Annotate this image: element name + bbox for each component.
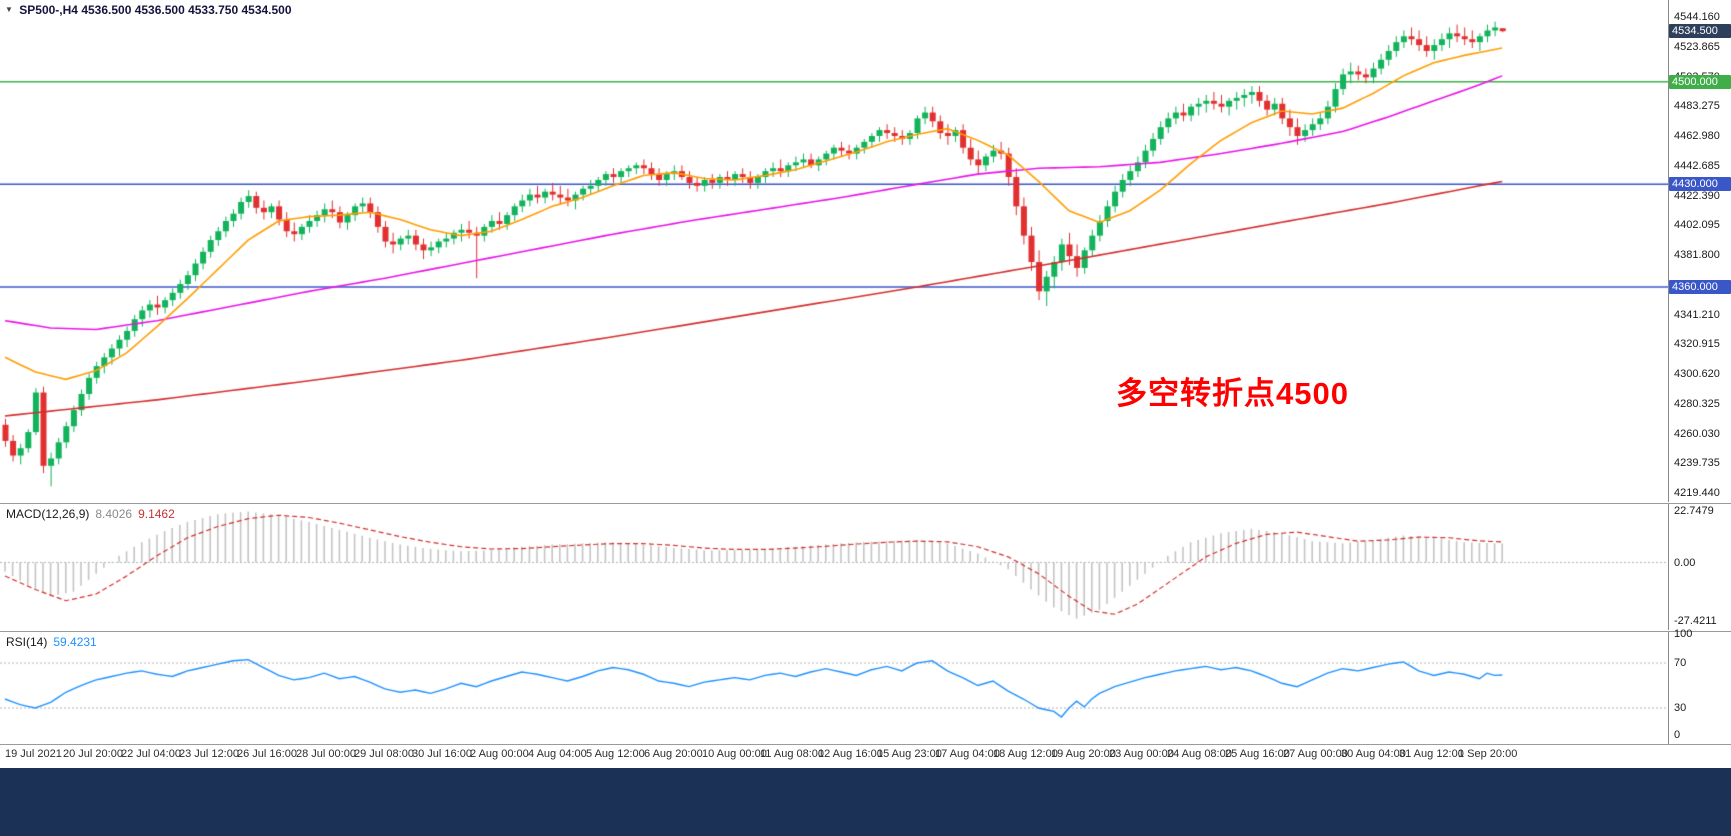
time-axis-separator — [0, 744, 1731, 745]
current-price-label: 4534.500 — [1669, 24, 1731, 38]
time-axis-label: 22 Jul 04:00 — [121, 748, 181, 760]
time-axis-label: 1 Sep 20:00 — [1458, 748, 1518, 760]
price-axis-label: 4239.735 — [1674, 457, 1720, 469]
price-axis-label: 4402.095 — [1674, 219, 1720, 231]
price-axis-label: 4260.030 — [1674, 428, 1720, 440]
price-axis-label: 4483.275 — [1674, 100, 1720, 112]
time-axis-label: 29 Jul 08:00 — [354, 748, 414, 760]
time-axis-label: 25 Aug 16:00 — [1225, 748, 1290, 760]
rsi-panel: RSI(14) 59.4231 100 70 30 0 — [0, 628, 1731, 744]
time-axis-label: 26 Jul 16:00 — [237, 748, 297, 760]
price-panel: ▼ SP500-,H4 4536.500 4536.500 4533.750 4… — [0, 0, 1731, 502]
price-axis-label: 4462.980 — [1674, 130, 1720, 142]
macd-axis-label: -27.4211 — [1674, 615, 1717, 627]
rsi-axis-label: 0 — [1674, 729, 1681, 741]
price-axis-label: 4280.325 — [1674, 398, 1720, 410]
price-axis-label: 4300.620 — [1674, 368, 1720, 380]
rsi-axis-label: 30 — [1674, 702, 1687, 714]
time-axis-label: 23 Aug 00:00 — [1109, 748, 1174, 760]
macd-label: MACD(12,26,9) 8.4026 9.1462 — [6, 507, 175, 521]
ohlc-values: 4536.500 4536.500 4533.750 4534.500 — [81, 3, 292, 17]
panel-separator[interactable] — [0, 631, 1731, 632]
time-axis-label: 19 Jul 2021 — [5, 748, 62, 760]
time-axis-label: 31 Aug 12:00 — [1399, 748, 1464, 760]
time-axis-label: 4 Aug 04:00 — [528, 748, 587, 760]
price-axis-label: 4219.440 — [1674, 487, 1720, 499]
time-axis-label: 19 Aug 20:00 — [1051, 748, 1116, 760]
time-axis-label: 5 Aug 12:00 — [586, 748, 645, 760]
macd-scale[interactable]: 22.7479 0.00 -27.4211 — [1668, 504, 1731, 630]
macd-axis-label: 0.00 — [1674, 557, 1696, 569]
macd-axis-label: 22.7479 — [1674, 505, 1714, 517]
time-axis-label: 15 Aug 23:00 — [877, 748, 942, 760]
time-axis-label: 18 Aug 12:00 — [993, 748, 1058, 760]
hline-price-label: 4500.000 — [1669, 75, 1731, 89]
macd-main-value: 8.4026 — [95, 507, 133, 521]
annotation-text: 多空转折点4500 — [1116, 376, 1349, 411]
price-axis-label: 4381.800 — [1674, 249, 1720, 261]
macd-chart-canvas[interactable] — [0, 504, 1668, 630]
time-axis-label: 12 Aug 16:00 — [818, 748, 883, 760]
rsi-scale[interactable]: 100 70 30 0 — [1668, 628, 1731, 744]
hline-price-label: 4430.000 — [1669, 177, 1731, 191]
time-axis-label: 23 Jul 12:00 — [179, 748, 239, 760]
time-axis-label: 20 Jul 20:00 — [63, 748, 123, 760]
rsi-indicator-name: RSI(14) — [6, 635, 48, 649]
chart-title: ▼ SP500-,H4 4536.500 4536.500 4533.750 4… — [5, 3, 292, 17]
price-axis-label: 4523.865 — [1674, 41, 1720, 53]
rsi-chart-canvas[interactable] — [0, 632, 1668, 744]
price-scale[interactable]: 4544.1604523.8654503.5704483.2754462.980… — [1668, 0, 1731, 502]
macd-signal-value: 9.1462 — [138, 507, 175, 521]
time-axis-label: 30 Aug 04:00 — [1341, 748, 1406, 760]
price-axis-label: 4422.390 — [1674, 190, 1720, 202]
macd-indicator-name: MACD(12,26,9) — [6, 507, 90, 521]
hline-price-label: 4360.000 — [1669, 280, 1731, 294]
price-chart-canvas[interactable] — [0, 0, 1668, 502]
time-axis-label: 28 Jul 00:00 — [296, 748, 356, 760]
time-axis[interactable]: 19 Jul 2021 20 Jul 20:00 22 Jul 04:00 23 Ju… — [0, 745, 1731, 768]
time-axis-label: 2 Aug 00:00 — [470, 748, 529, 760]
price-axis-label: 4320.915 — [1674, 338, 1720, 350]
rsi-axis-label: 70 — [1674, 657, 1687, 669]
price-axis-label: 4341.210 — [1674, 309, 1720, 321]
time-axis-label: 24 Aug 08:00 — [1167, 748, 1232, 760]
collapse-arrow-icon[interactable]: ▼ — [5, 5, 13, 14]
price-axis-label: 4442.685 — [1674, 160, 1720, 172]
symbol-period-label: SP500-,H4 — [19, 3, 78, 17]
rsi-axis-label: 100 — [1674, 628, 1693, 640]
panel-separator[interactable] — [0, 503, 1731, 504]
time-axis-label: 30 Jul 16:00 — [412, 748, 472, 760]
macd-panel: MACD(12,26,9) 8.4026 9.1462 22.7479 0.00 -27… — [0, 504, 1731, 630]
time-axis-label: 27 Aug 00:00 — [1283, 748, 1348, 760]
rsi-label: RSI(14) 59.4231 — [6, 635, 97, 649]
time-axis-label: 6 Aug 20:00 — [644, 748, 703, 760]
rsi-value: 59.4231 — [53, 635, 97, 649]
time-axis-label: 17 Aug 04:00 — [935, 748, 1000, 760]
time-axis-label: 11 Aug 08:00 — [760, 748, 825, 760]
price-axis-label: 4544.160 — [1674, 11, 1720, 23]
time-axis-label: 10 Aug 00:00 — [702, 748, 767, 760]
bottom-bar — [0, 768, 1731, 836]
